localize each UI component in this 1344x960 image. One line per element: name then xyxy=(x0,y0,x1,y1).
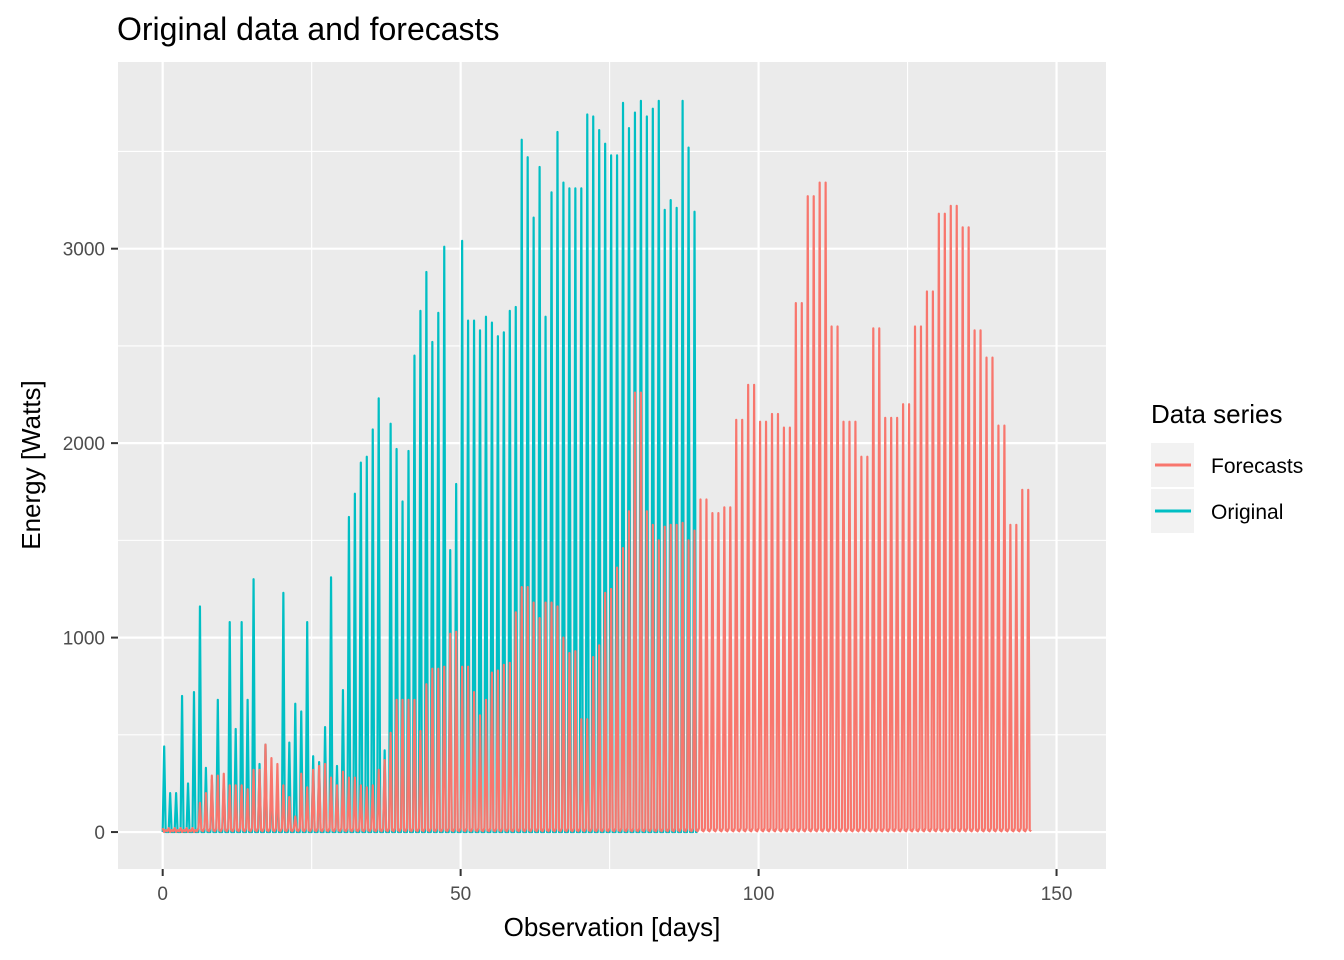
x-tick-label: 100 xyxy=(743,884,775,905)
x-tick-label: 0 xyxy=(157,884,168,905)
y-tick-label: 3000 xyxy=(63,240,105,261)
legend-label-original: Original xyxy=(1211,501,1283,524)
y-tick-label: 2000 xyxy=(63,434,105,455)
chart-title: Original data and forecasts xyxy=(117,11,499,47)
y-tick-label: 1000 xyxy=(63,629,105,650)
legend: Data series Forecasts Original xyxy=(1151,399,1303,533)
axis-ticks: 0 50 100 150 0 1000 2000 3000 xyxy=(63,240,1073,905)
x-tick-label: 50 xyxy=(450,884,471,905)
y-tick-label: 0 xyxy=(94,823,105,844)
x-tick-label: 150 xyxy=(1041,884,1073,905)
legend-title: Data series xyxy=(1151,399,1283,429)
legend-label-forecasts: Forecasts xyxy=(1211,455,1303,478)
x-axis-title: Observation [days] xyxy=(504,912,721,942)
series-layer xyxy=(161,99,1032,834)
y-axis-title: Energy [Watts] xyxy=(16,380,46,550)
series-line-forecasts xyxy=(161,181,1032,834)
